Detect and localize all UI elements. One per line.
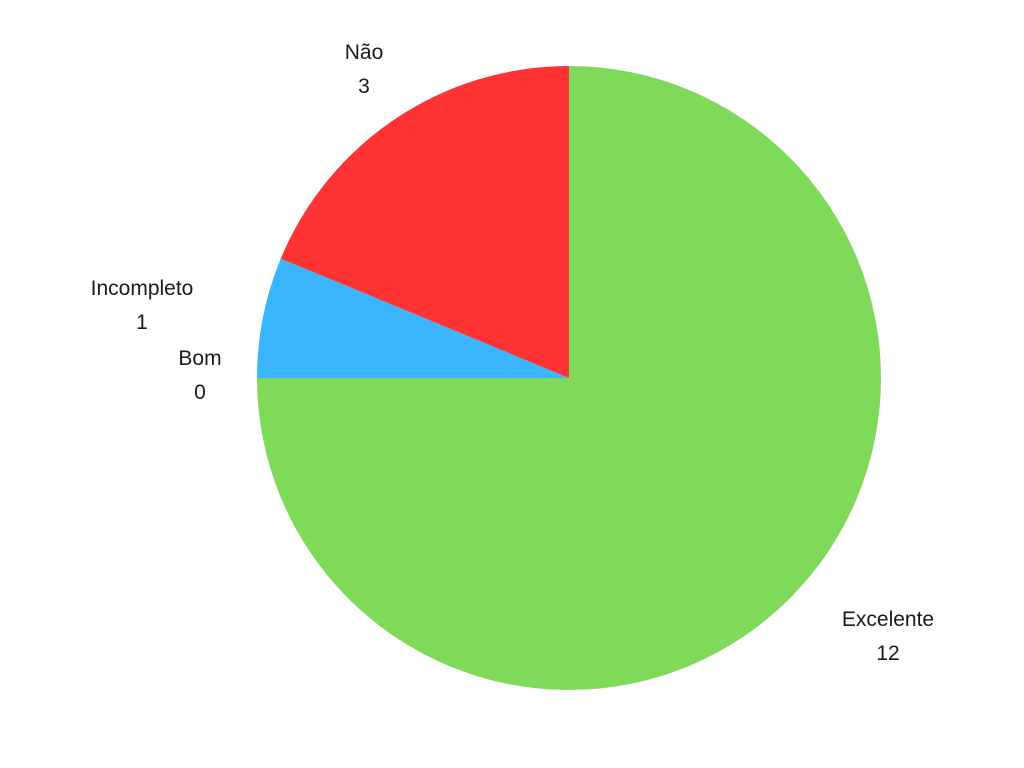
- slice-label-name: Incompleto: [90, 277, 194, 300]
- slice-label-excelente: Excelente 12: [842, 603, 934, 671]
- slice-label-bom: Bom 0: [178, 342, 221, 410]
- slice-label-value: 3: [358, 75, 370, 98]
- pie-slice-nao: [280, 66, 569, 378]
- slice-label-name: Excelente: [841, 608, 935, 631]
- slice-label-value: 1: [136, 311, 148, 334]
- slice-label-incompleto: Incompleto 1: [91, 272, 194, 340]
- pie-slice-incompleto: [257, 258, 569, 378]
- slice-label-name: Não: [344, 41, 384, 64]
- slice-label-nao: Não 3: [345, 36, 384, 104]
- slice-label-value: 12: [876, 642, 900, 665]
- slice-label-name: Bom: [178, 347, 222, 370]
- slice-label-value: 0: [194, 381, 206, 404]
